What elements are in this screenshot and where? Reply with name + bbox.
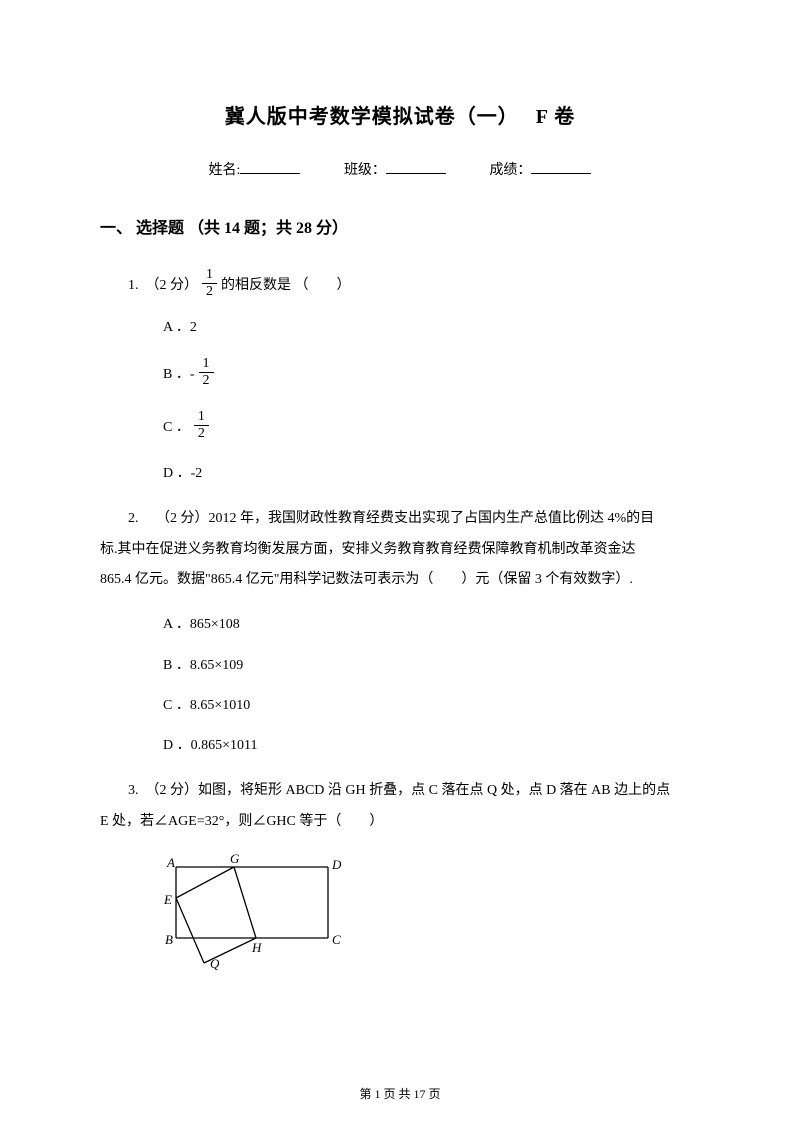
q1-frac-den: 2: [202, 284, 217, 299]
q1-option-d: D ．-2: [163, 463, 700, 485]
q1-option-c: C ． 1 2: [163, 410, 700, 441]
q2-option-d: D ．0.865×1011: [163, 735, 700, 757]
student-info: 姓名: 班级： 成绩：: [100, 159, 700, 179]
question-1: 1. （2 分） 1 2 的相反数是 （ ）: [128, 268, 700, 299]
page-title: 冀人版中考数学模拟试卷（一） F 卷: [100, 100, 700, 129]
class-label: 班级：: [344, 163, 386, 178]
section-heading: 一、 选择题 （共 14 题；共 28 分）: [100, 214, 700, 238]
question-3-line1: 3. （2 分）如图，将矩形 ABCD 沿 GH 折叠，点 C 落在点 Q 处，…: [100, 776, 700, 807]
q1-option-b: B ．- 1 2: [163, 357, 700, 388]
question-2-line2: 标.其中在促进义务教育均衡发展方面，安排义务教育教育经费保障教育机制改革资金达: [100, 535, 700, 566]
q1-optc-num: 1: [194, 410, 209, 426]
q3-diagram: A G D E B Q H C: [156, 852, 700, 975]
name-label: 姓名:: [209, 163, 241, 178]
label-c: C: [332, 932, 341, 947]
q1-optc-prefix: C ．: [163, 416, 190, 436]
class-blank: [386, 173, 446, 174]
q1-prefix: 1. （2 分）: [128, 274, 198, 294]
label-d: D: [331, 857, 342, 872]
q2-option-b: B ．8.65×109: [163, 655, 700, 677]
q1-optb-den: 2: [199, 373, 214, 388]
q2-option-a: A ．865×108: [163, 614, 700, 636]
label-g: G: [230, 852, 240, 866]
label-q: Q: [210, 956, 220, 970]
page-footer: 第 1 页 共 17 页: [0, 1085, 800, 1102]
question-2-line1: 2. （2 分）2012 年，我国财政性教育经费支出实现了占国内生产总值比例达 …: [100, 504, 700, 535]
q1-optb-num: 1: [199, 357, 214, 373]
label-b: B: [165, 932, 173, 947]
q1-optc-fraction: 1 2: [194, 410, 209, 441]
q1-fraction: 1 2: [202, 268, 217, 299]
question-2-line3: 865.4 亿元。数据"865.4 亿元"用科学记数法可表示为（ ）元（保留 3…: [100, 565, 700, 596]
q1-option-a: A ．2: [163, 317, 700, 339]
score-blank: [531, 173, 591, 174]
q1-suffix: 的相反数是 （ ）: [221, 274, 351, 294]
q1-optb-prefix: B ．-: [163, 363, 195, 383]
q2-option-c: C ．8.65×1010: [163, 695, 700, 717]
score-label: 成绩：: [489, 163, 531, 178]
q1-optb-fraction: 1 2: [199, 357, 214, 388]
q1-optc-den: 2: [194, 426, 209, 441]
label-e: E: [163, 892, 172, 907]
label-a: A: [166, 855, 175, 870]
question-3-line2: E 处，若∠AGE=32°，则∠GHC 等于（ ）: [100, 807, 700, 838]
name-blank: [240, 173, 300, 174]
q1-frac-num: 1: [202, 268, 217, 284]
label-h: H: [251, 940, 262, 955]
